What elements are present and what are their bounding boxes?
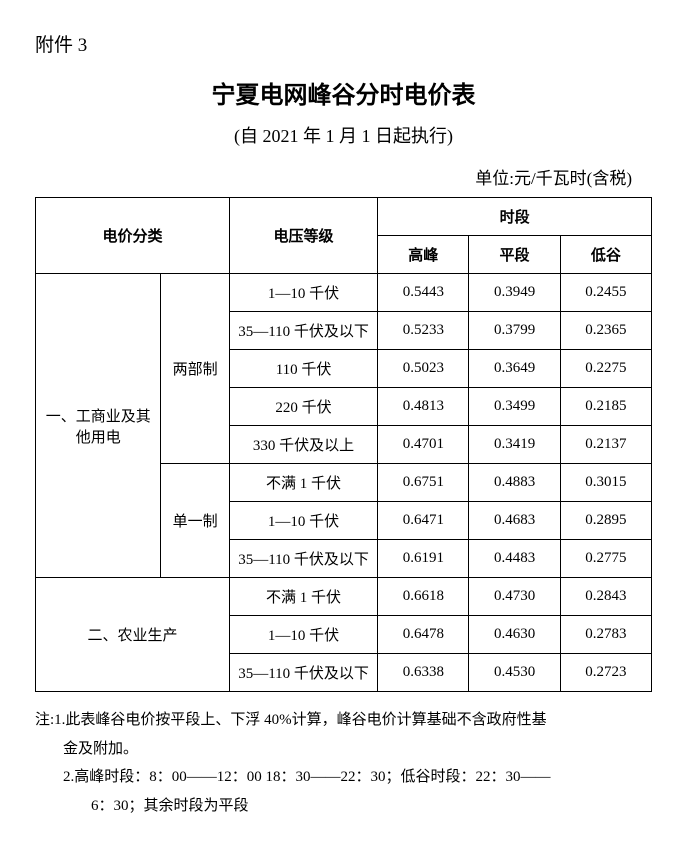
voltage-cell: 1—10 千伏 [229, 502, 377, 540]
unit-label: 单位:元/千瓦时(含税) [35, 164, 652, 189]
value-cell: 0.2455 [560, 274, 651, 312]
value-cell: 0.4483 [469, 540, 560, 578]
price-table: 电价分类 电压等级 时段 高峰 平段 低谷 一、工商业及其他用电 两部制 1—1… [35, 197, 652, 692]
value-cell: 0.5023 [378, 350, 469, 388]
note-line: 金及附加。 [35, 735, 652, 764]
value-cell: 0.2185 [560, 388, 651, 426]
value-cell: 0.2783 [560, 616, 651, 654]
header-category: 电价分类 [36, 198, 230, 274]
header-valley: 低谷 [560, 236, 651, 274]
value-cell: 0.6338 [378, 654, 469, 692]
type-cell: 两部制 [161, 274, 229, 464]
value-cell: 0.2843 [560, 578, 651, 616]
voltage-cell: 35—110 千伏及以下 [229, 312, 377, 350]
note-line: 注:1.此表峰谷电价按平段上、下浮 40%计算，峰谷电价计算基础不含政府性基 [35, 706, 652, 735]
header-peak: 高峰 [378, 236, 469, 274]
voltage-cell: 35—110 千伏及以下 [229, 654, 377, 692]
header-voltage: 电压等级 [229, 198, 377, 274]
notes-block: 注:1.此表峰谷电价按平段上、下浮 40%计算，峰谷电价计算基础不含政府性基 金… [35, 706, 652, 820]
category-cell: 一、工商业及其他用电 [36, 274, 161, 578]
value-cell: 0.3015 [560, 464, 651, 502]
value-cell: 0.6751 [378, 464, 469, 502]
value-cell: 0.5233 [378, 312, 469, 350]
header-flat: 平段 [469, 236, 560, 274]
value-cell: 0.2723 [560, 654, 651, 692]
value-cell: 0.3799 [469, 312, 560, 350]
value-cell: 0.2895 [560, 502, 651, 540]
voltage-cell: 110 千伏 [229, 350, 377, 388]
note-line: 2.高峰时段：8：00——12：00 18：30——22：30；低谷时段：22：… [35, 763, 652, 792]
page-subtitle: (自 2021 年 1 月 1 日起执行) [35, 122, 652, 148]
page-title: 宁夏电网峰谷分时电价表 [35, 75, 652, 110]
table-row: 二、农业生产 不满 1 千伏 0.6618 0.4730 0.2843 [36, 578, 652, 616]
value-cell: 0.6478 [378, 616, 469, 654]
note-line: 6：30；其余时段为平段 [35, 792, 652, 821]
value-cell: 0.4730 [469, 578, 560, 616]
value-cell: 0.3499 [469, 388, 560, 426]
category-cell: 二、农业生产 [36, 578, 230, 692]
table-row: 一、工商业及其他用电 两部制 1—10 千伏 0.5443 0.3949 0.2… [36, 274, 652, 312]
value-cell: 0.2137 [560, 426, 651, 464]
value-cell: 0.3949 [469, 274, 560, 312]
attachment-label: 附件 3 [35, 30, 652, 57]
voltage-cell: 1—10 千伏 [229, 616, 377, 654]
table-header-row: 电价分类 电压等级 时段 [36, 198, 652, 236]
type-cell: 单一制 [161, 464, 229, 578]
value-cell: 0.6618 [378, 578, 469, 616]
value-cell: 0.2775 [560, 540, 651, 578]
value-cell: 0.4683 [469, 502, 560, 540]
voltage-cell: 不满 1 千伏 [229, 464, 377, 502]
value-cell: 0.4630 [469, 616, 560, 654]
voltage-cell: 35—110 千伏及以下 [229, 540, 377, 578]
value-cell: 0.3419 [469, 426, 560, 464]
header-period: 时段 [378, 198, 652, 236]
value-cell: 0.6471 [378, 502, 469, 540]
value-cell: 0.5443 [378, 274, 469, 312]
voltage-cell: 330 千伏及以上 [229, 426, 377, 464]
value-cell: 0.2365 [560, 312, 651, 350]
value-cell: 0.4883 [469, 464, 560, 502]
voltage-cell: 1—10 千伏 [229, 274, 377, 312]
value-cell: 0.4701 [378, 426, 469, 464]
value-cell: 0.3649 [469, 350, 560, 388]
voltage-cell: 220 千伏 [229, 388, 377, 426]
value-cell: 0.4530 [469, 654, 560, 692]
value-cell: 0.6191 [378, 540, 469, 578]
voltage-cell: 不满 1 千伏 [229, 578, 377, 616]
value-cell: 0.2275 [560, 350, 651, 388]
value-cell: 0.4813 [378, 388, 469, 426]
